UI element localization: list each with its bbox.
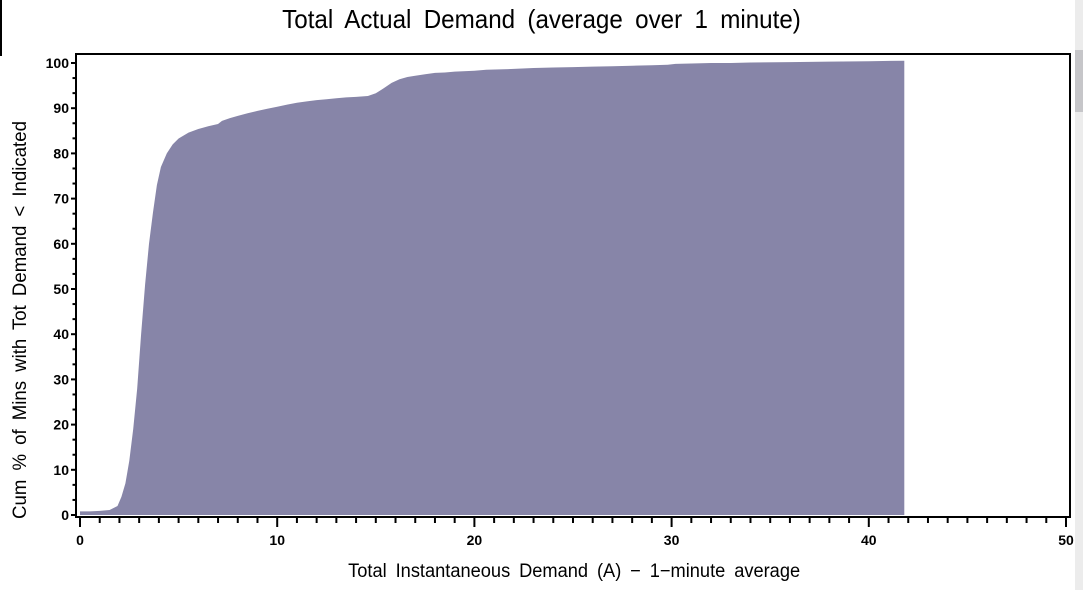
window-edge-line [0, 0, 2, 56]
y-tick-label: 10 [53, 462, 69, 478]
x-tick-label: 30 [664, 532, 680, 548]
y-tick-label: 60 [53, 236, 69, 252]
y-tick-label: 30 [53, 371, 69, 387]
x-tick-label: 0 [76, 532, 84, 548]
cdf-area [80, 60, 905, 515]
y-tick-label: 70 [53, 191, 69, 207]
x-tick-label: 40 [861, 532, 877, 548]
y-tick-label: 40 [53, 326, 69, 342]
y-tick-label: 0 [61, 507, 69, 523]
y-tick-label: 20 [53, 417, 69, 433]
y-tick-label: 100 [46, 55, 70, 71]
y-tick-label: 80 [53, 145, 69, 161]
x-axis-title: Total Instantaneous Demand (A) − 1−minut… [348, 561, 801, 582]
y-tick-label: 90 [53, 100, 69, 116]
chart-title: Total Actual Demand (average over 1 minu… [282, 4, 801, 34]
x-tick-label: 50 [1058, 532, 1074, 548]
y-tick-label: 50 [53, 281, 69, 297]
vertical-scrollbar-track[interactable] [1075, 0, 1083, 590]
y-axis-title: Cum % of Mins with Tot Demand < Indicate… [10, 121, 31, 519]
x-tick-label: 20 [467, 532, 483, 548]
vertical-scrollbar-thumb[interactable] [1075, 50, 1083, 112]
x-tick-label: 10 [269, 532, 285, 548]
